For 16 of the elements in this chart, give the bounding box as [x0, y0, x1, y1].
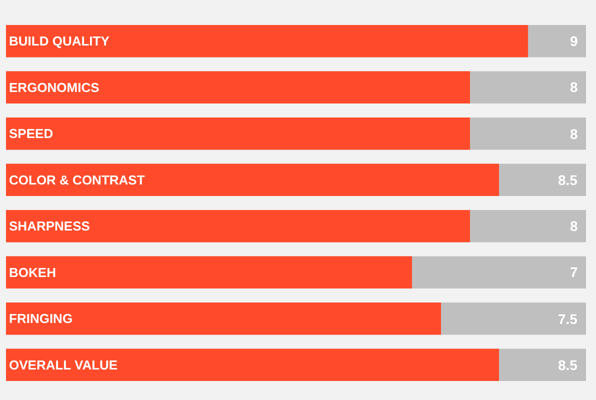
y-tick-label: BUILD QUALITY — [9, 34, 110, 49]
data-label: 7.5 — [558, 311, 578, 327]
y-tick-label: FRINGING — [9, 311, 73, 326]
data-label: 8.5 — [558, 357, 578, 373]
y-tick-label: BOKEH — [9, 264, 56, 280]
data-label: 7 — [570, 264, 578, 280]
data-label: 8 — [570, 218, 578, 234]
y-tick-label: SHARPNESS — [9, 218, 90, 234]
y-tick-label: COLOR & CONTRAST — [9, 172, 145, 188]
y-tick-label: OVERALL VALUE — [9, 357, 118, 372]
data-label: 8 — [570, 126, 578, 142]
data-label: 8.5 — [558, 172, 578, 188]
y-tick-label: ERGONOMICS — [9, 80, 100, 95]
data-label: 9 — [570, 33, 578, 49]
data-label: 8 — [570, 79, 578, 95]
y-tick-label: SPEED — [9, 126, 54, 142]
